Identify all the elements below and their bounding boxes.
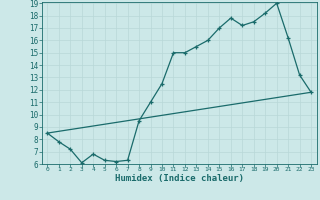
X-axis label: Humidex (Indice chaleur): Humidex (Indice chaleur) <box>115 174 244 183</box>
